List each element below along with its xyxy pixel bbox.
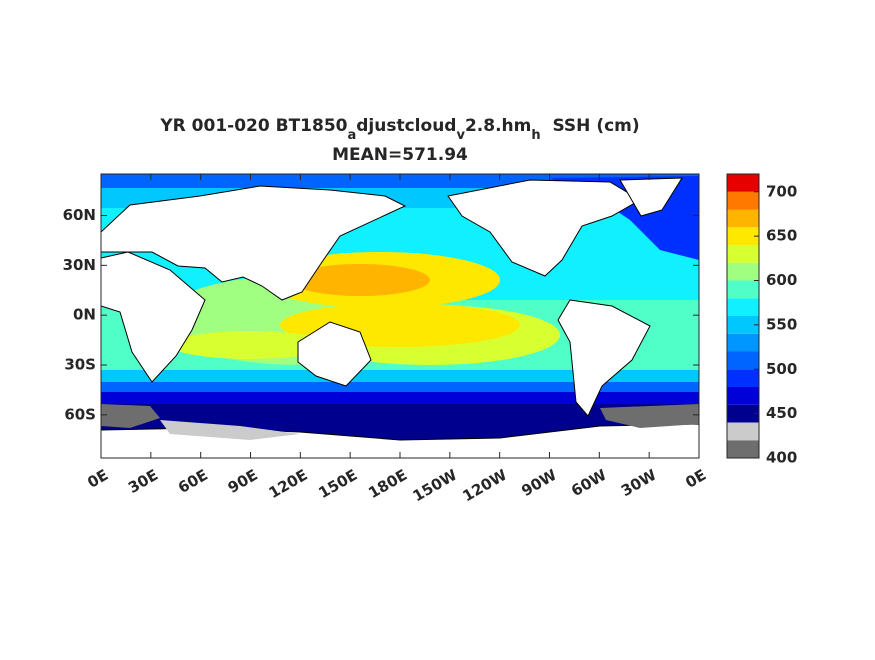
x-tick-label: 90E — [225, 466, 261, 497]
colorbar-band — [727, 387, 759, 405]
colorbar-band — [727, 209, 759, 228]
colorbar-band — [727, 262, 759, 281]
colorbar-band — [727, 404, 759, 423]
colorbar-band — [727, 440, 759, 458]
x-tick-label: 180E — [365, 466, 410, 502]
title-part: 2.8.hm — [465, 116, 531, 136]
x-tick-label: 30E — [125, 466, 161, 497]
colorbar-tick-label: 650 — [766, 227, 797, 245]
x-tick-label: 60E — [175, 466, 211, 497]
colorbar-band — [727, 369, 759, 387]
chart-title: YR 001-020 BT1850adjustcloudv2.8.hmh SSH… — [159, 116, 639, 143]
y-tick-label: 30N — [63, 256, 96, 274]
x-tick-label: 120W — [459, 466, 510, 506]
colorbar-band — [727, 227, 759, 245]
colorbar-band — [727, 174, 759, 192]
colorbar-band — [727, 316, 759, 334]
title-part: SSH (cm) — [541, 116, 640, 136]
x-tick-label: 150E — [315, 466, 360, 502]
colorbar-band — [727, 245, 759, 263]
x-tick-label: 150W — [410, 466, 461, 506]
colorbar-frame — [726, 173, 760, 459]
colorbar-tick-label: 450 — [766, 404, 797, 422]
map-field — [101, 174, 699, 458]
title-part: h — [531, 128, 540, 143]
title-part: YR 001-020 BT1850 — [159, 116, 347, 136]
colorbar-tick-label: 550 — [766, 315, 797, 333]
title-part: v — [456, 128, 465, 143]
title-part: a — [347, 128, 356, 143]
colorbar-band — [727, 191, 759, 210]
colorbar-band — [727, 298, 759, 316]
colorbar-band — [727, 280, 759, 299]
colorbar-tick-label: 700 — [766, 182, 797, 200]
x-tick-label: 60W — [568, 466, 610, 501]
colorbar-tick-label: 500 — [766, 360, 797, 378]
colorbar-band — [727, 333, 759, 352]
title-part: djustcloud — [356, 116, 456, 136]
y-tick-label: 60N — [63, 206, 96, 224]
x-tick-label: 30W — [618, 466, 660, 501]
x-tick-label: 90W — [518, 466, 560, 501]
colorbar-tick-label: 400 — [766, 449, 797, 467]
y-tick-label: 60S — [64, 405, 96, 423]
y-tick-label: 30S — [64, 355, 96, 373]
x-tick-label: 0E — [682, 466, 709, 492]
colorbar-band — [727, 351, 759, 370]
x-tick-label: 120E — [266, 466, 311, 502]
colorbar-tick-label: 600 — [766, 271, 797, 289]
chart-subtitle: MEAN=571.94 — [332, 145, 468, 165]
x-tick-label: 0E — [84, 466, 111, 492]
y-tick-label: 0N — [73, 306, 96, 324]
colorbar-band — [727, 422, 759, 441]
